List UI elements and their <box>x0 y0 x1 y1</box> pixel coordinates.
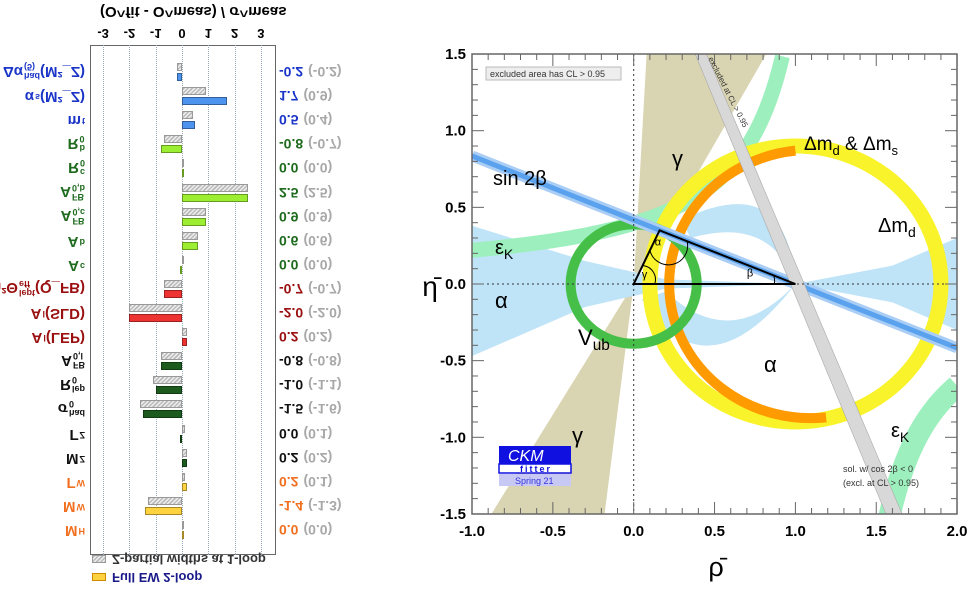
y-tick-label: 0.0 <box>445 276 466 293</box>
unitarity-triangle <box>632 229 796 285</box>
excluded-area-note: excluded area has CL > 0.95 <box>490 69 605 79</box>
gamma-label-main: γ <box>672 146 683 171</box>
delta-md-label-main: Δm <box>878 215 908 237</box>
excluded-area-box <box>485 66 622 81</box>
logo-season-box <box>499 474 571 486</box>
sub: d <box>833 143 840 158</box>
epsilon-k-label-sub: K <box>504 246 514 262</box>
epsilon-k-label-lower: εK <box>891 420 910 445</box>
mid: & Δm <box>840 134 892 155</box>
y-tick-label: -1.5 <box>440 506 466 523</box>
delta-md-ms-ring <box>664 145 827 424</box>
plot-area <box>472 54 957 514</box>
logo-ckm: CKM <box>508 448 544 465</box>
x-axis-label: ρ̄ <box>708 552 727 582</box>
x-tick-label: -1.0 <box>459 523 485 540</box>
triangle-alpha-label: α <box>655 237 662 249</box>
y-tick-label: 1.5 <box>445 46 466 63</box>
vub-label-sub: ub <box>593 337 610 354</box>
alpha-label-main: α <box>495 288 508 313</box>
gamma-angle-arc <box>643 265 656 285</box>
gamma-label-lower-main: γ <box>572 423 583 448</box>
epsilon-k-band <box>878 377 957 514</box>
epsilon-k-label: εK <box>495 237 514 262</box>
delta-md-label-sub: d <box>908 224 916 240</box>
beta-angle-arc <box>773 274 776 285</box>
x-tick-label: 0.5 <box>704 523 725 540</box>
epsilon-k-label-lower-main: ε <box>891 420 900 442</box>
logo-box <box>499 446 571 464</box>
logo-season: Spring 21 <box>515 476 554 486</box>
sin2beta-label: sin 2β <box>493 168 547 190</box>
delta-md-ms-label: Δmd & Δms <box>804 134 899 158</box>
x-tick-label: -0.5 <box>540 523 566 540</box>
triangle-gamma-label: γ <box>642 269 648 281</box>
x-tick-label: 1.5 <box>866 523 887 540</box>
y-tick-label: 0.5 <box>445 199 466 216</box>
x-tick-label: 1.0 <box>785 523 806 540</box>
vub-label: Vub <box>578 325 610 354</box>
y-tick-label: -0.5 <box>440 353 466 370</box>
dm: Δm <box>804 134 833 155</box>
alpha-angle-arc <box>649 240 689 266</box>
sub: s <box>892 143 899 158</box>
logo-fitter-box <box>498 463 572 474</box>
logo-fitter: fitter <box>520 464 552 474</box>
y-tick-label: 1.0 <box>445 123 466 140</box>
delta-md-label: Δmd <box>878 215 916 240</box>
alpha-region <box>795 238 957 330</box>
alpha-label: α <box>495 288 508 313</box>
vub-label-main: V <box>578 325 593 350</box>
cos2beta-note: (excl. at CL > 0.95) <box>843 478 919 488</box>
alpha-label-lower: α <box>764 352 777 377</box>
epsilon-k-label-main: ε <box>495 237 504 259</box>
gamma-label-lower: γ <box>572 423 583 448</box>
x-tick-label: 0.0 <box>623 523 644 540</box>
sin2beta-label-main: sin 2β <box>493 168 547 190</box>
alpha-label-lower-main: α <box>764 352 777 377</box>
gamma-label: γ <box>672 146 683 171</box>
x-tick-label: 2.0 <box>947 523 968 540</box>
y-tick-label: -1.0 <box>440 429 466 446</box>
epsilon-k-label-lower-sub: K <box>900 429 910 445</box>
cos2beta-note: sol. w/ cos 2β < 0 <box>843 464 913 474</box>
y-axis-label: η̄ <box>422 271 442 302</box>
triangle-beta-label: β <box>747 267 753 279</box>
